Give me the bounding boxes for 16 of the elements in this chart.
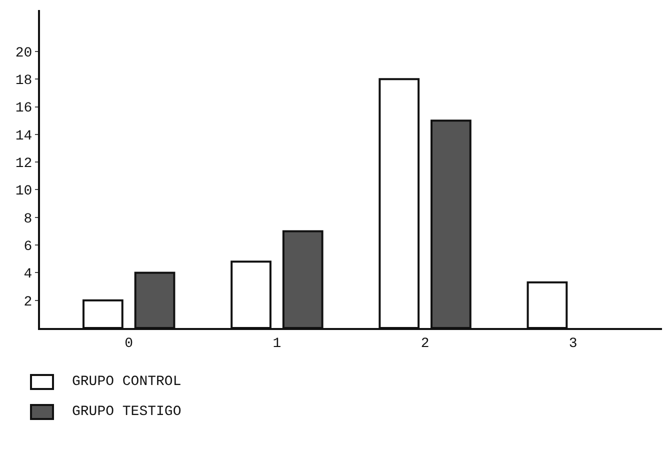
- legend-label: GRUPO CONTROL: [72, 374, 182, 390]
- x-tick-label: 3: [568, 336, 578, 352]
- y-tick-label: 6: [24, 238, 32, 255]
- y-tick-label: 16: [15, 100, 32, 117]
- legend-label: GRUPO TESTIGO: [72, 404, 182, 420]
- x-tick-label: 0: [124, 336, 134, 352]
- y-tick-label: 8: [24, 211, 32, 228]
- y-tick-label: 10: [15, 184, 32, 200]
- y-tick-label: 20: [15, 45, 32, 62]
- y-tick-label: 14: [15, 128, 32, 144]
- y-tick-label: 18: [15, 73, 32, 90]
- y-tick-label: 4: [24, 266, 32, 283]
- x-tick-label: 1: [272, 336, 282, 352]
- y-tick-label: 2: [24, 294, 32, 310]
- y-tick-label: 12: [15, 156, 32, 172]
- x-tick-label: 2: [420, 336, 430, 352]
